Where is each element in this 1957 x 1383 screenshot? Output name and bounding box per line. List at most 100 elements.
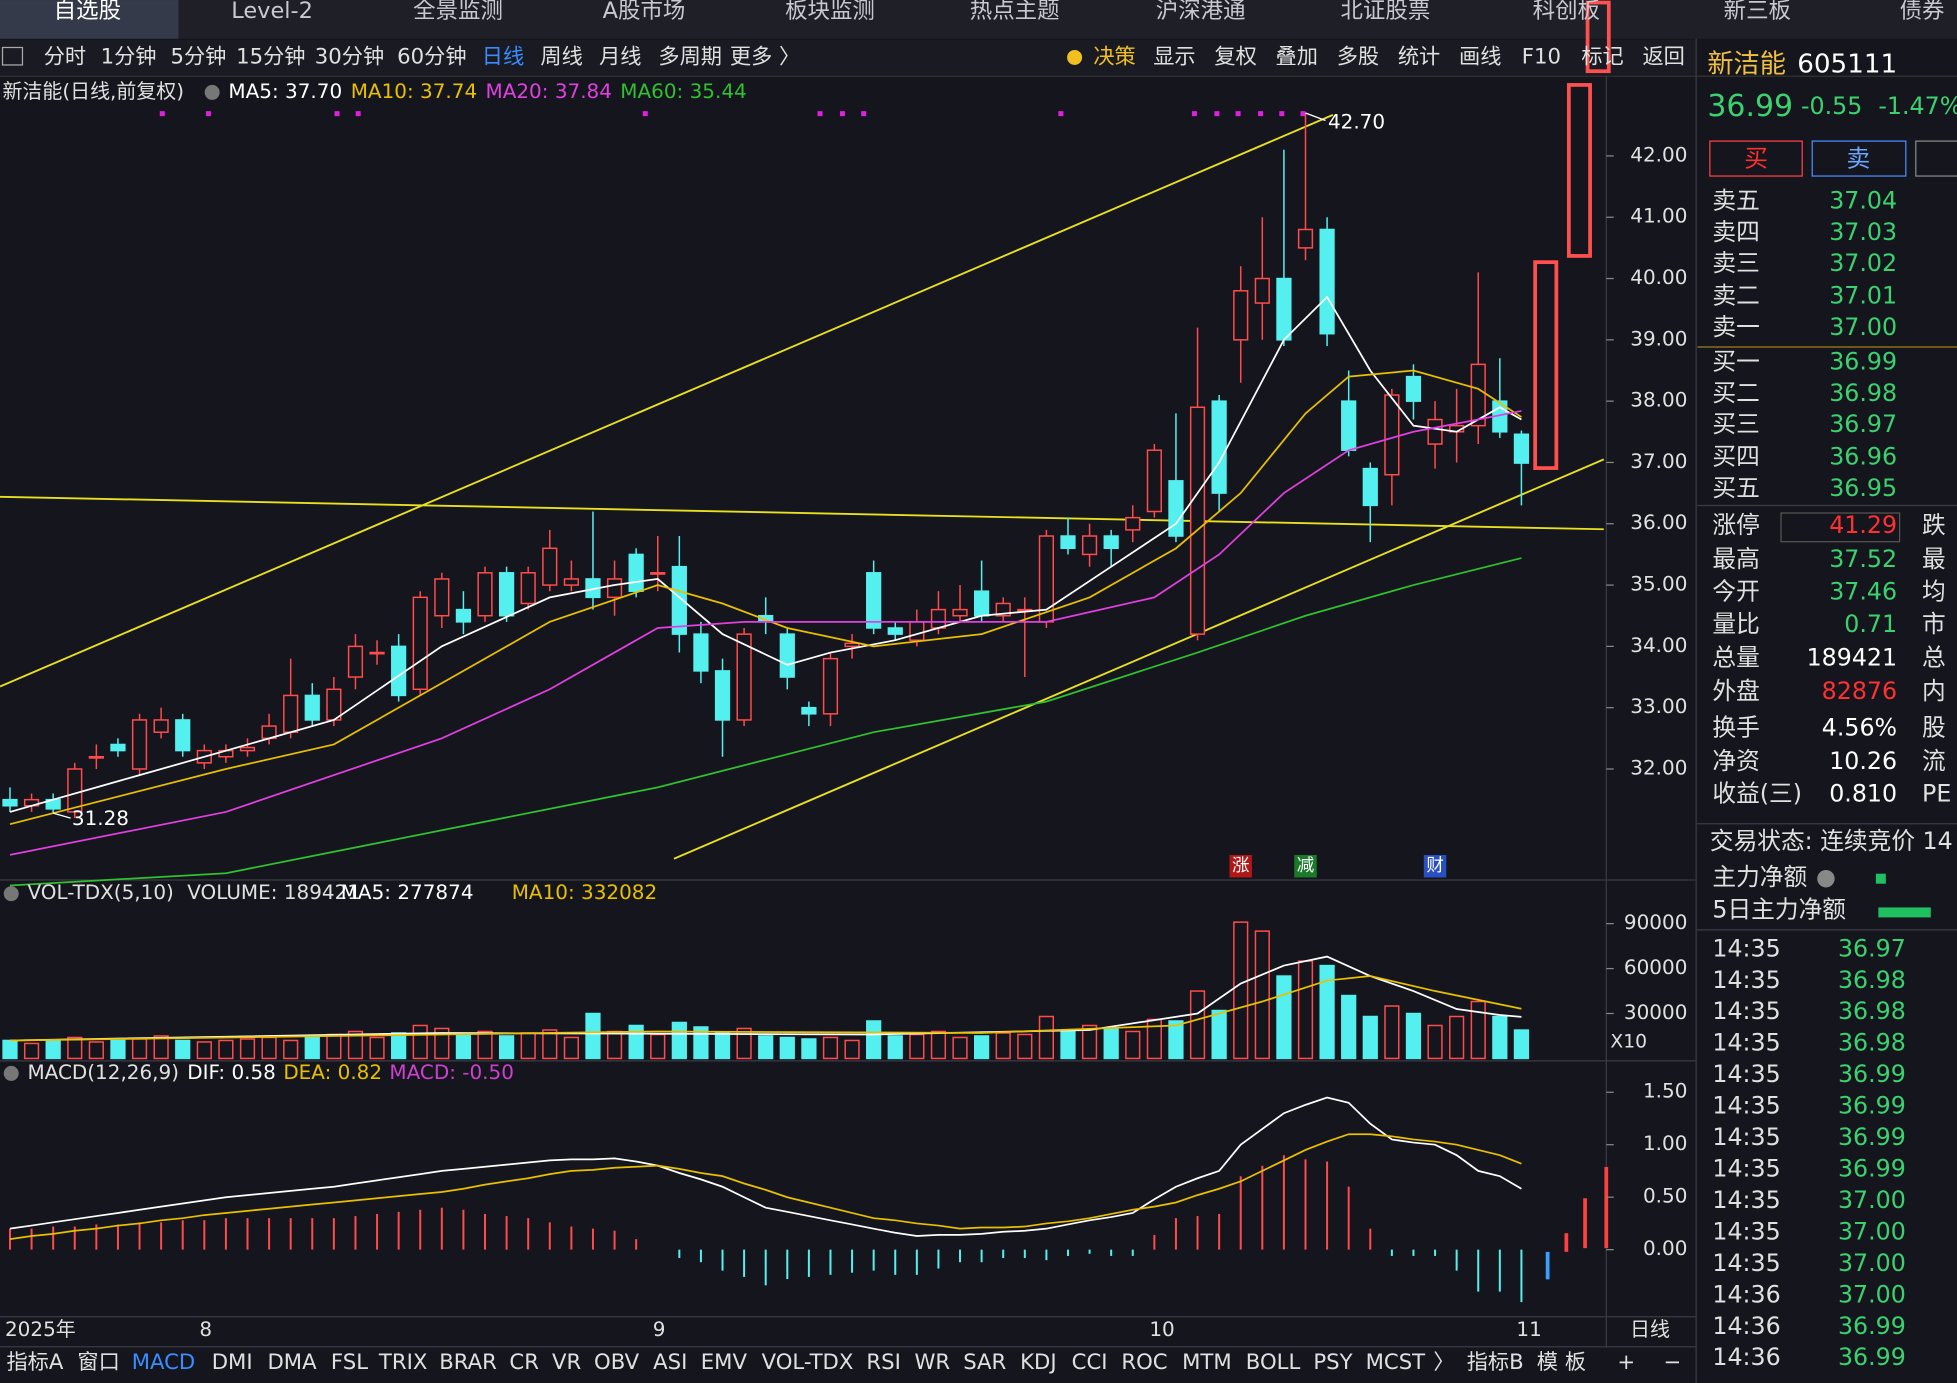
tool-button[interactable]: F10 <box>1522 44 1561 69</box>
volume-bar <box>391 1032 407 1060</box>
indicator-tab[interactable]: 指标B <box>1467 1350 1524 1375</box>
more-button[interactable] <box>1915 140 1957 177</box>
indicator-tab[interactable]: ROC <box>1121 1350 1167 1375</box>
indicator-tab[interactable]: 窗口 <box>77 1350 119 1375</box>
volume-bar <box>520 1032 536 1060</box>
period-button[interactable]: 分时 <box>44 44 86 69</box>
indicator-tab[interactable]: VR <box>552 1350 582 1375</box>
tab[interactable]: 自选股 <box>54 0 121 24</box>
ask-label: 卖二 <box>1712 282 1759 310</box>
tab[interactable]: 北证股票 <box>1340 0 1430 24</box>
stock-code: 605111 <box>1797 49 1897 79</box>
indicator-tab[interactable]: CCI <box>1072 1350 1108 1375</box>
drawn-box <box>1585 0 1611 74</box>
indicator-tab[interactable]: DMA <box>267 1350 317 1375</box>
tab[interactable]: 科创板 <box>1533 0 1600 24</box>
stat-label: 净资 <box>1712 747 1759 775</box>
tool-button[interactable]: 决策 <box>1093 44 1135 69</box>
settings-icon[interactable] <box>3 886 19 902</box>
indicator-tab[interactable]: MTM <box>1182 1350 1232 1375</box>
tab[interactable]: 债券 <box>1900 0 1945 24</box>
period-button[interactable]: 60分钟 <box>397 44 466 69</box>
indicator-tab[interactable]: EMV <box>701 1350 748 1375</box>
indicator-tab[interactable]: ASI <box>653 1350 687 1375</box>
indicator-tab[interactable]: 模 板 <box>1537 1350 1586 1375</box>
indicator-tab[interactable]: OBV <box>594 1350 640 1375</box>
indicator-tab[interactable]: CR <box>509 1350 539 1375</box>
indicator-tab[interactable]: MACD <box>132 1350 196 1375</box>
tool-button[interactable]: 画线 <box>1459 44 1501 69</box>
settings-icon[interactable] <box>3 1065 19 1081</box>
tab[interactable]: A股市场 <box>603 0 686 24</box>
indicator-tab[interactable]: DMI <box>212 1350 253 1375</box>
indicator-tab[interactable]: RSI <box>866 1350 900 1375</box>
period-button[interactable]: 周线 <box>540 44 582 69</box>
indicator-tab[interactable]: SAR <box>963 1350 1006 1375</box>
volume-bar <box>455 1033 472 1060</box>
tool-button[interactable]: 标记 <box>1581 44 1623 69</box>
indicator-tab[interactable]: + <box>1617 1350 1635 1375</box>
indicator-tab[interactable]: FSL <box>331 1350 368 1375</box>
candle-body <box>1168 480 1184 537</box>
indicator-tab[interactable]: BOLL <box>1246 1350 1301 1375</box>
indicator-tab[interactable]: WR <box>914 1350 950 1375</box>
info-icon[interactable] <box>1817 869 1835 888</box>
period-button[interactable]: 多周期 <box>658 44 722 69</box>
period-button[interactable]: 1分钟 <box>101 44 157 69</box>
tab[interactable]: 沪深港通 <box>1156 0 1246 24</box>
flow-bar <box>1878 907 1931 918</box>
dot <box>861 111 867 117</box>
volume-bar <box>1189 990 1206 1060</box>
indicator-tab[interactable]: 指标A <box>6 1350 63 1375</box>
stat-value: 0.71 <box>1844 610 1897 638</box>
event-marker[interactable]: 涨 <box>1232 856 1249 876</box>
sell-label[interactable]: 卖 <box>1847 144 1871 172</box>
tool-button[interactable]: 叠加 <box>1276 44 1318 69</box>
stat-label: 最 <box>1922 545 1946 573</box>
indicator-tab[interactable]: VOL-TDX <box>762 1350 854 1375</box>
tab[interactable]: 新三板 <box>1724 0 1791 24</box>
tool-button[interactable]: 多股 <box>1337 44 1379 69</box>
indicator-tab[interactable]: MCST <box>1366 1350 1427 1375</box>
indicator-tab[interactable]: KDJ <box>1020 1350 1056 1375</box>
tab[interactable]: Level-2 <box>231 0 313 24</box>
tool-button[interactable]: 返回 <box>1642 44 1684 69</box>
tool-button[interactable]: 显示 <box>1153 44 1195 69</box>
period-button[interactable]: 5分钟 <box>170 44 226 69</box>
tab[interactable]: 板块监测 <box>785 0 875 24</box>
volume-bar <box>758 1035 774 1060</box>
buy-label[interactable]: 买 <box>1744 144 1768 172</box>
period-button[interactable]: 更多 〉 <box>730 44 800 69</box>
period-button[interactable]: 15分钟 <box>236 44 305 69</box>
event-marker[interactable]: 财 <box>1426 856 1443 876</box>
tool-button[interactable]: 复权 <box>1214 44 1256 69</box>
indicator-tab[interactable]: BRAR <box>439 1350 497 1375</box>
stat-label: 收益(三) <box>1712 780 1802 808</box>
buy-button[interactable] <box>1709 140 1803 177</box>
event-badge <box>1294 854 1317 878</box>
tab[interactable]: 全景监测 <box>413 0 503 24</box>
indicator-tab[interactable]: TRIX <box>378 1350 427 1375</box>
volume-bar <box>671 1021 687 1060</box>
tab[interactable]: 热点主题 <box>970 0 1060 24</box>
indicator-tab[interactable]: − <box>1664 1350 1682 1375</box>
trend-lines <box>0 114 1605 860</box>
volume-bar <box>45 1039 61 1060</box>
volume-bar <box>1470 1000 1486 1060</box>
dot <box>1235 111 1241 117</box>
y-tick-label: 33.00 <box>1630 694 1687 718</box>
settings-icon[interactable] <box>204 84 220 100</box>
period-button[interactable]: 月线 <box>599 44 641 69</box>
period-button[interactable]: 30分钟 <box>315 44 384 69</box>
stat-label: PE <box>1922 780 1951 808</box>
indicator-tab[interactable]: PSY <box>1313 1350 1352 1375</box>
toolbar-icon[interactable] <box>1 46 24 66</box>
indicator-tab[interactable]: 〉 <box>1433 1350 1454 1375</box>
tool-button[interactable]: 统计 <box>1398 44 1440 69</box>
volume-bar <box>1449 1015 1465 1060</box>
event-marker[interactable]: 减 <box>1297 856 1314 876</box>
candle-body <box>369 651 385 655</box>
period-label: 日线 <box>1630 1317 1670 1341</box>
sell-button[interactable] <box>1811 140 1907 177</box>
period-button[interactable]: 日线 <box>482 44 524 69</box>
